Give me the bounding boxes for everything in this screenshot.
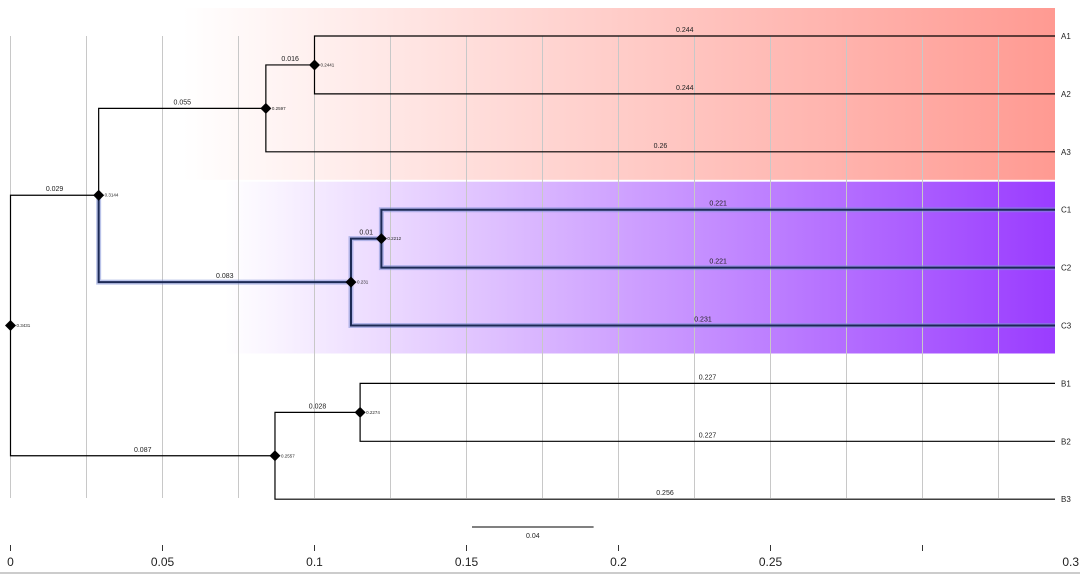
branch-length-label: 0.227: [699, 374, 717, 381]
node-diamond: [354, 406, 366, 418]
branch-length-label: 0.221: [709, 259, 727, 266]
branch-length-label: 0.26: [654, 143, 668, 150]
branch-a: [98, 107, 266, 196]
axis-tick-label: 0: [7, 555, 14, 569]
node-height-label: 0.2597: [272, 106, 286, 111]
node-height-label: 0.3431: [17, 323, 31, 328]
branch-length-label: 0.256: [656, 490, 674, 497]
branch-length-label: 0.029: [46, 186, 64, 193]
branch-length-label: 0.016: [281, 56, 299, 63]
node-diamond: [269, 450, 281, 462]
branch-c: [97, 195, 351, 284]
branch-a3: [265, 108, 1055, 153]
branch-length-label: 0.221: [709, 201, 727, 208]
branch-b12: [274, 411, 361, 456]
branch-c1: [380, 208, 1055, 239]
node-diamond: [375, 233, 387, 245]
scale-bar-label: 0.04: [526, 533, 540, 540]
branch-length-label: 0.231: [694, 317, 712, 324]
branch-length-label: 0.087: [134, 447, 152, 454]
node-diamond: [93, 189, 105, 201]
branches: [9, 35, 1055, 500]
node-height-label: 0.3144: [105, 193, 119, 198]
node-diamond: [260, 102, 272, 114]
axis-tick-label: 0.05: [151, 555, 175, 569]
branch-c3: [349, 282, 1055, 327]
scale-bar: 0.04: [472, 526, 594, 540]
tip-label-a3: A3: [1061, 148, 1071, 157]
branch-c12: [349, 237, 382, 283]
branch-length-label: 0.244: [676, 27, 694, 34]
tip-label-c2: C2: [1061, 264, 1072, 273]
tip-label-c3: C3: [1061, 322, 1072, 331]
branch-a12: [265, 64, 315, 109]
branch-length-label: 0.01: [359, 230, 373, 237]
branch-c2: [380, 238, 1055, 269]
branch-length-label: 0.083: [216, 273, 234, 280]
node-height-label: 0.231: [357, 280, 369, 285]
branch-b3: [274, 455, 1055, 500]
axis-tick-label: 0.2: [610, 555, 627, 569]
branch-b: [9, 325, 275, 457]
axis-tick-label: 0.1: [306, 555, 323, 569]
branch-length-label: 0.055: [173, 99, 191, 106]
nodes: 0.3431 0.3144 0.2597 0.2441 0.231 0.2212 0.255…: [5, 59, 402, 462]
branch-a1: [313, 35, 1055, 65]
branch-a2: [313, 64, 1055, 95]
axis-tick-label: 0.3: [1062, 555, 1079, 569]
tip-label-a1: A1: [1061, 32, 1071, 41]
time-axis: 0 0.05 0.1 0.15 0.2 0.25 0.3: [0, 545, 1080, 574]
node-diamond: [345, 276, 357, 288]
node-height-label: 0.2212: [387, 236, 401, 241]
node-diamond: [309, 59, 320, 71]
tip-label-b3: B3: [1061, 495, 1071, 504]
branch-length-label: 0.028: [309, 403, 327, 410]
branch-b1: [359, 382, 1055, 413]
tip-label-b1: B1: [1061, 379, 1071, 388]
node-height-label: 0.2274: [366, 410, 380, 415]
axis-tick-label: 0.25: [759, 555, 783, 569]
tip-label-b2: B2: [1061, 437, 1071, 446]
branch-length-label: 0.244: [676, 85, 694, 92]
tip-label-a2: A2: [1061, 90, 1071, 99]
axis-tick-label: 0.15: [455, 555, 479, 569]
node-height-label: 0.2441: [321, 62, 335, 67]
branch-ac: [9, 194, 99, 326]
node-diamond: [5, 320, 16, 331]
branch-b2: [359, 412, 1055, 442]
node-height-label: 0.2557: [281, 453, 295, 458]
branch-length-label: 0.227: [699, 432, 717, 439]
branch-labels: 0.029 0.055 0.016 0.244 A1 0.244 A2 0.26 A3 0.083…: [46, 27, 1072, 504]
tip-label-c1: C1: [1061, 206, 1072, 215]
